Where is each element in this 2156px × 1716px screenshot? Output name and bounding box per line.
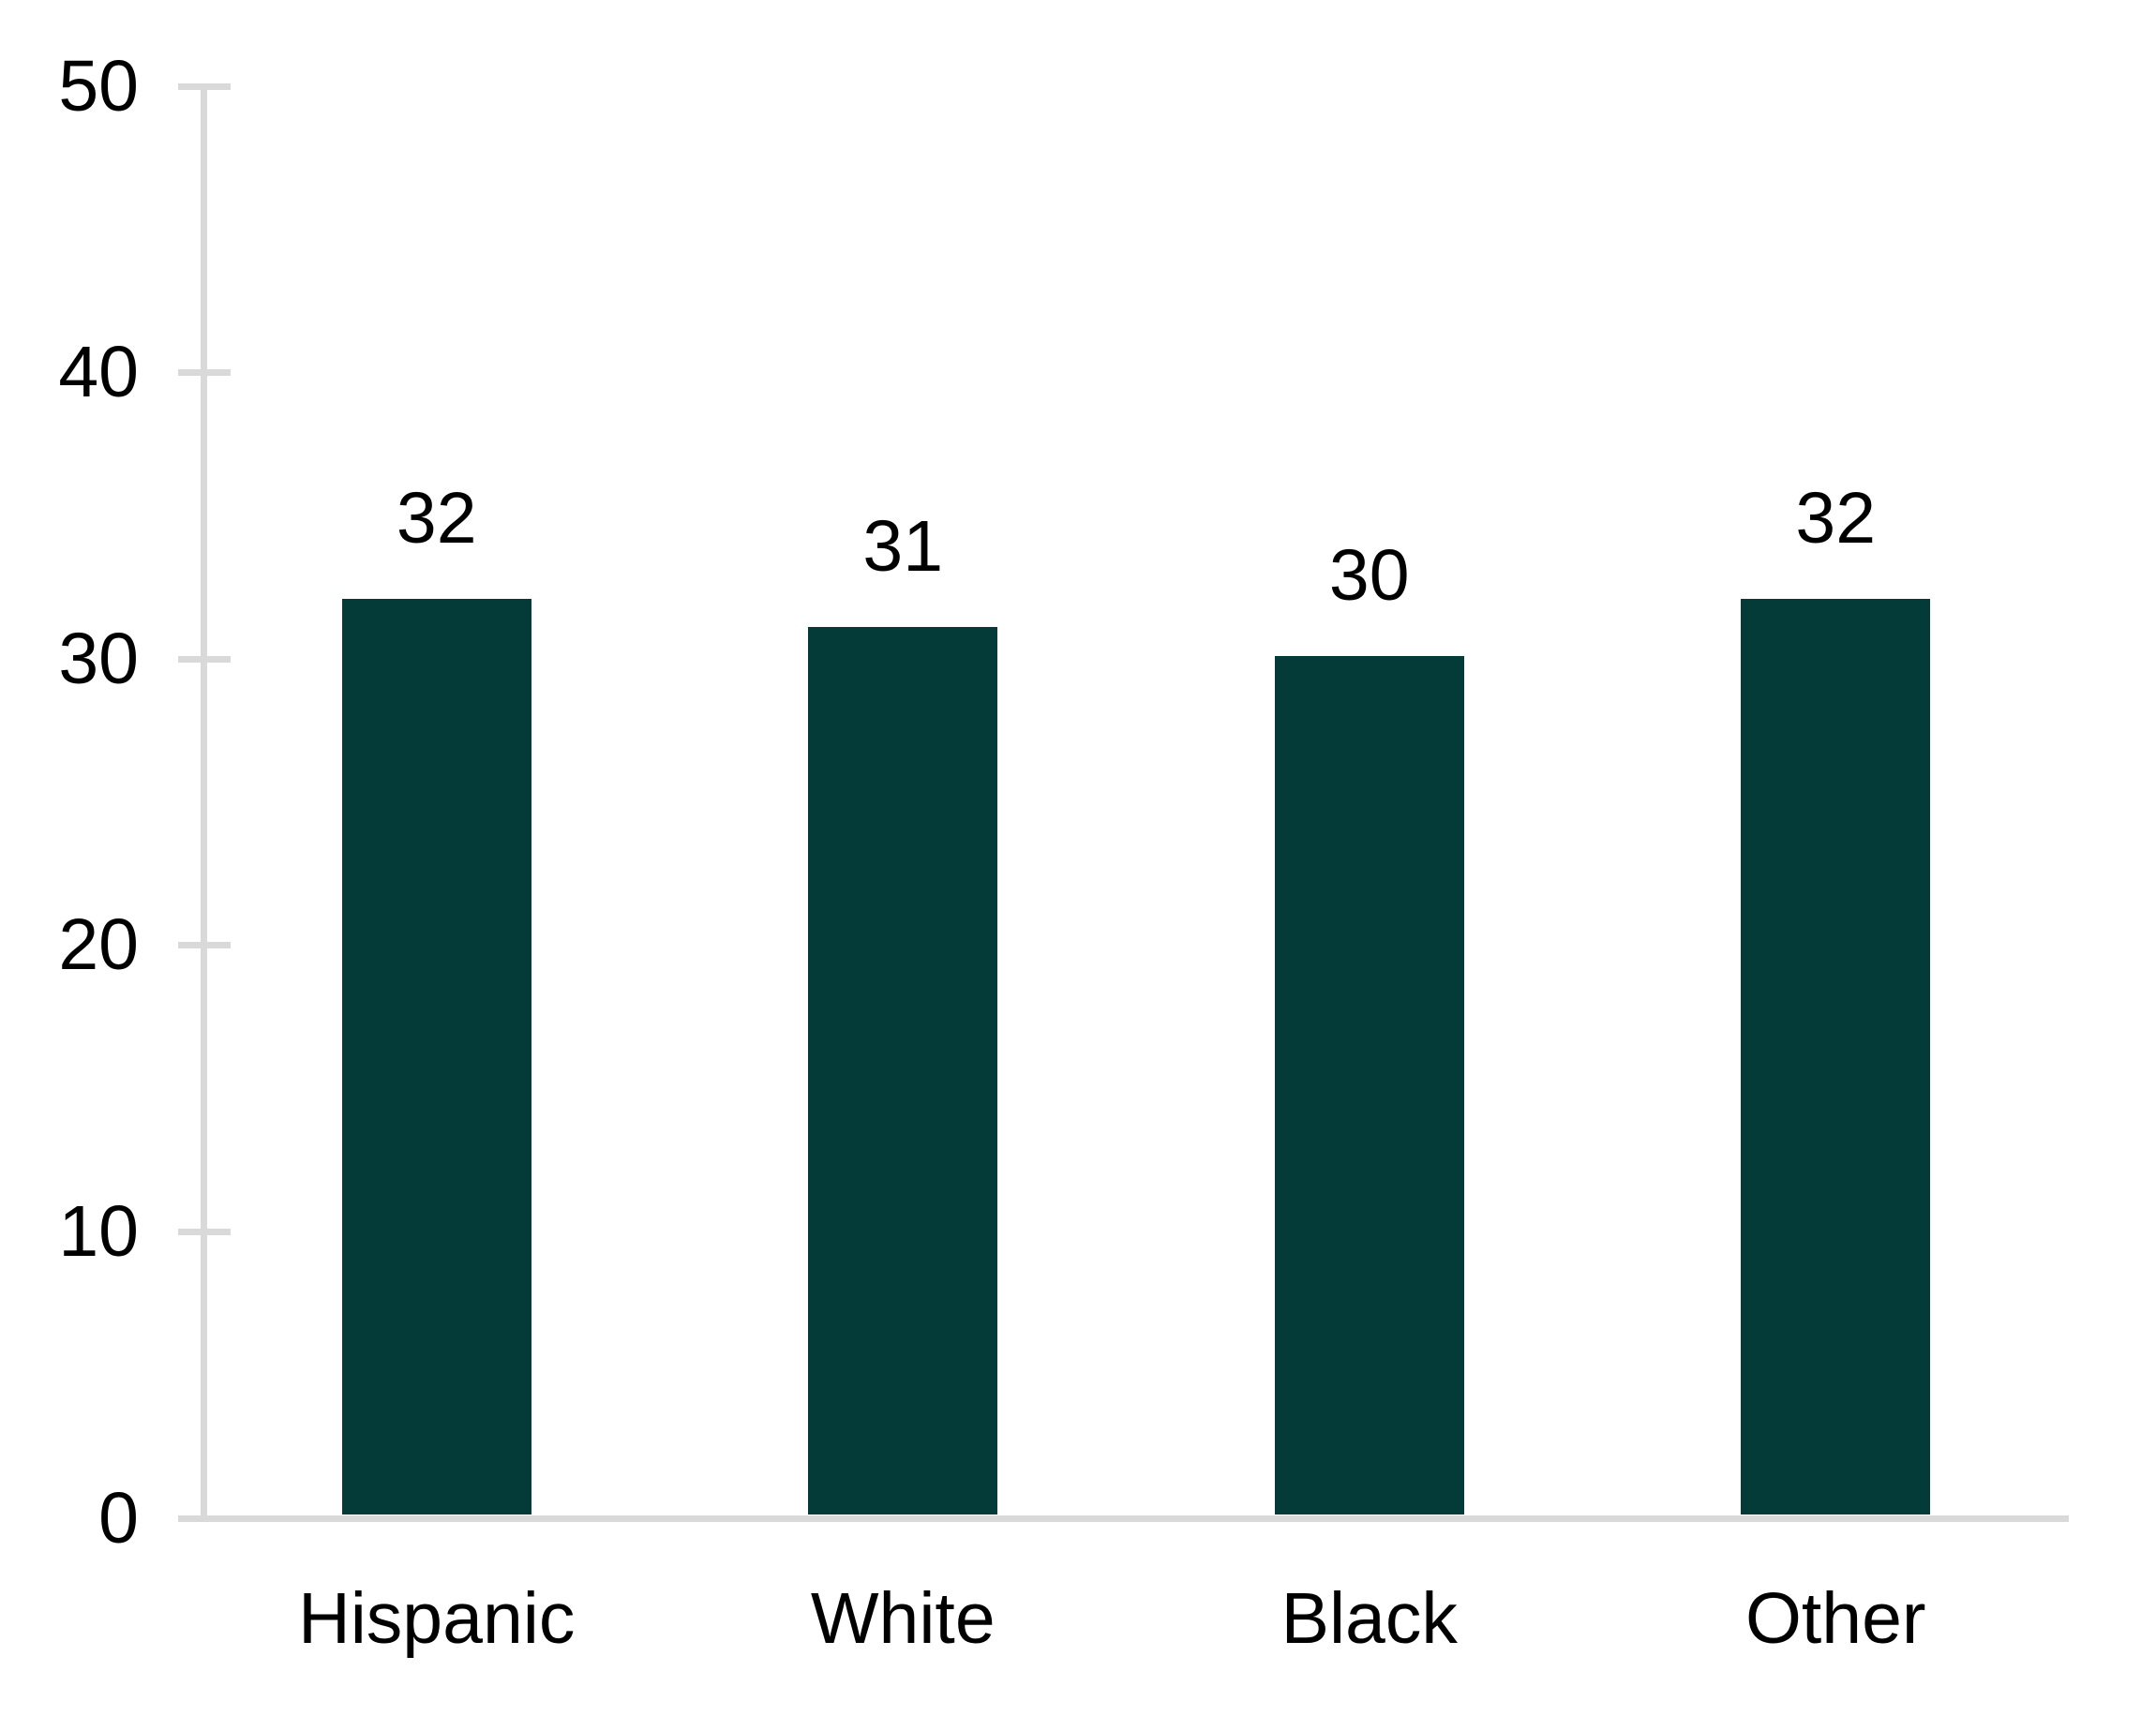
category-label-hispanic: Hispanic — [298, 1578, 576, 1659]
bar-value-label: 32 — [1795, 477, 1877, 559]
y-axis-tick-label: 10 — [58, 1190, 139, 1272]
y-axis-tick-label: 40 — [58, 332, 139, 413]
bar-black — [1274, 655, 1464, 1515]
y-axis-tick — [178, 1515, 231, 1522]
bar-value-label: 30 — [1328, 534, 1410, 616]
y-axis-tick — [178, 82, 231, 90]
y-axis-tick-label: 30 — [58, 618, 139, 699]
y-axis-tick — [178, 942, 231, 949]
y-axis-tick — [178, 1228, 231, 1235]
bar-value-label: 31 — [862, 506, 944, 588]
x-axis-line — [200, 1515, 2069, 1522]
bar-hispanic — [341, 598, 532, 1515]
bar-value-label: 32 — [396, 477, 477, 559]
bar-other — [1741, 598, 1931, 1515]
bar-white — [808, 627, 998, 1515]
y-axis-tick — [178, 369, 231, 377]
category-label-white: White — [810, 1578, 996, 1659]
y-axis-tick-label: 20 — [58, 904, 139, 986]
y-axis-line — [200, 82, 207, 1522]
category-label-other: Other — [1744, 1578, 1926, 1659]
y-axis-tick-label: 0 — [98, 1477, 139, 1559]
category-label-black: Black — [1280, 1578, 1458, 1659]
y-axis-tick — [178, 655, 231, 663]
y-axis-tick-label: 50 — [58, 45, 139, 127]
